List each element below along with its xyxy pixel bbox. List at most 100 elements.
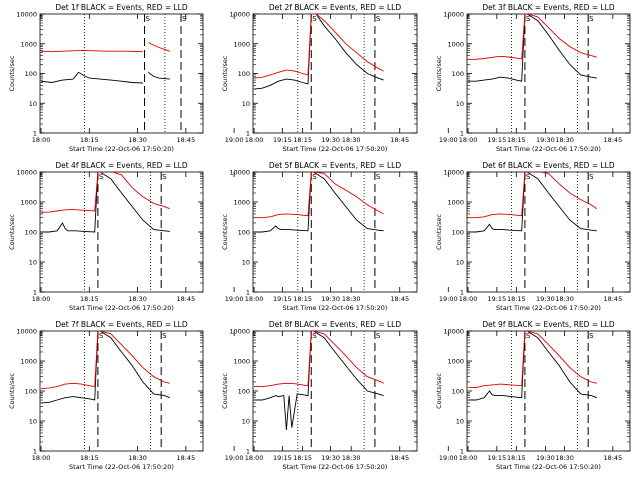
y-tick-label: 1 [33,448,37,456]
x-tick-label: 18:15 [507,454,526,462]
y-tick-label: 10 [29,418,37,426]
y-tick-label: 1000 [233,358,250,366]
y-tick-label: 10 [456,418,464,426]
series-line-lld [468,331,597,389]
y-axis-label: Counts/sec [435,55,443,91]
series-line-lld [41,42,170,53]
x-tick-label: 18:30 [555,454,574,462]
y-tick-label: 100 [238,388,250,396]
x-tick-label: 18:00 [245,295,264,303]
series-line-events [41,71,170,84]
saa-marker: S [312,173,317,181]
x-tick-label: 19:00 [225,136,244,144]
saa-marker: S [312,332,317,340]
y-tick-label: 10 [29,100,37,108]
x-tick-label: 19:30 [536,454,555,462]
series-line-events [41,172,170,233]
panel-3: Det 3f BLACK = Events, RED = LLD 1 10 100 10… [435,3,631,153]
panel-9: Det 9f BLACK = Events, RED = LLD 1 10 100 10… [435,320,631,471]
x-tick-label: 19:30 [536,295,555,303]
y-tick-label: 10 [242,100,250,108]
x-tick-label: 19:30 [536,136,555,144]
x-tick-label: 18:30 [342,454,361,462]
panel-5: Det 5f BLACK = Events, RED = LLD 1 10 100 10… [221,161,555,312]
series-line-lld [254,14,384,79]
y-tick-label: 10000 [229,11,250,19]
x-tick-label: 18:45 [390,454,409,462]
x-tick-label: 18:00 [32,136,51,144]
saa-marker: S [589,173,594,181]
y-tick-label: 1000 [20,199,37,207]
panel-title: Det 8f BLACK = Events, RED = LLD [269,320,402,329]
y-tick-label: 100 [238,70,250,78]
saa-marker: S [99,173,104,181]
plot-frame [39,171,204,293]
x-tick-label: 18:15 [507,136,526,144]
plot-frame [466,330,631,452]
x-tick-label: 19:15 [273,454,292,462]
panel-title: Det 5f BLACK = Events, RED = LLD [269,161,402,170]
plot-frame [39,13,204,134]
x-tick-label: 19:00 [439,295,458,303]
y-tick-label: 10 [242,418,250,426]
series-line-lld [254,331,384,388]
y-axis-label: Counts/sec [8,214,16,250]
y-tick-label: 100 [452,229,464,237]
x-tick-label: 18:45 [603,136,622,144]
panel-title: Det 3f BLACK = Events, RED = LLD [482,3,615,12]
series-line-lld [41,331,170,390]
saa-marker: S [162,173,167,181]
y-tick-label: 10000 [229,328,250,336]
x-tick-label: 18:45 [176,295,195,303]
y-tick-label: 1 [246,448,250,456]
y-tick-label: 10000 [16,328,37,336]
y-tick-label: 1 [460,130,464,138]
series-line-events [468,14,597,82]
plot-frame [39,330,204,452]
x-tick-label: 19:15 [273,136,292,144]
y-tick-label: 10 [29,259,37,267]
saa-marker: S [312,15,317,23]
x-axis-label: Start Time (22-Oct-06 17:50:20) [69,304,174,312]
saa-marker: S [376,173,381,181]
panel-title: Det 4f BLACK = Events, RED = LLD [55,161,188,170]
x-tick-label: 19:15 [487,295,506,303]
y-tick-label: 1000 [20,40,37,48]
plot-frame [466,13,631,134]
x-tick-label: 18:45 [603,454,622,462]
x-tick-label: 18:45 [176,454,195,462]
y-axis-label: Counts/sec [8,373,16,409]
y-axis-label: Counts/sec [221,373,229,409]
series-line-events [468,331,597,401]
x-tick-label: 19:00 [225,295,244,303]
saa-marker: S [99,332,104,340]
x-tick-label: 18:15 [80,295,99,303]
x-axis-label: Start Time (22-Oct-06 17:50:20) [283,145,388,153]
panel-2: Det 2f BLACK = Events, RED = LLD 1 10 100 10… [221,3,555,153]
saa-marker: S [376,332,381,340]
series-line-lld [254,172,384,219]
x-tick-label: 18:00 [459,295,478,303]
series-line-lld [468,14,597,60]
x-tick-label: 18:00 [32,295,51,303]
x-tick-label: 18:00 [245,454,264,462]
x-tick-label: 18:15 [293,454,312,462]
x-tick-label: 19:00 [225,454,244,462]
saa-marker: S [146,15,151,23]
y-tick-label: 100 [25,388,37,396]
x-tick-label: 18:45 [176,136,195,144]
x-tick-label: 19:30 [321,295,340,303]
y-tick-label: 1 [460,289,464,297]
x-tick-label: 18:45 [603,295,622,303]
x-axis-label: Start Time (22-Oct-06 17:50:20) [69,145,174,153]
plot-frame [466,171,631,293]
x-tick-label: 18:15 [507,295,526,303]
y-axis-label: Counts/sec [435,373,443,409]
y-tick-label: 10000 [443,169,464,177]
saa-marker: S [182,15,187,23]
saa-marker: S [526,15,531,23]
y-axis-label: Counts/sec [221,214,229,250]
y-axis-label: Counts/sec [221,55,229,91]
x-axis-label: Start Time (22-Oct-06 17:50:20) [496,463,601,471]
